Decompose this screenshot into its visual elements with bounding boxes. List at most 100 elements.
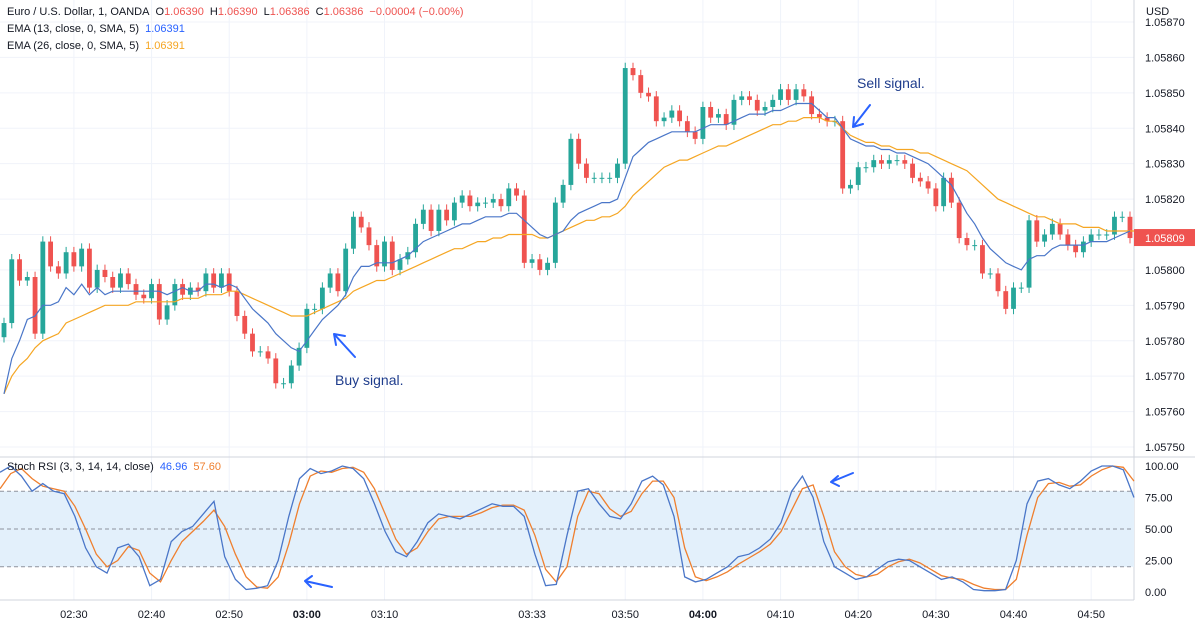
candle — [102, 264, 108, 283]
candle-body — [9, 259, 15, 324]
candle-body — [490, 199, 496, 203]
candle-body — [87, 248, 92, 288]
candle-body — [747, 96, 752, 100]
candle — [948, 172, 954, 208]
open-label: O — [155, 6, 165, 18]
sell-arrow-icon — [852, 104, 871, 128]
candle-body — [195, 287, 201, 292]
stoch-axis[interactable]: 100.00 75.00 50.00 25.00 0.00 — [1145, 461, 1179, 599]
price-tick-label: 1.05800 — [1145, 265, 1185, 277]
candle — [1042, 229, 1047, 247]
candle-body — [824, 117, 830, 122]
candle-body — [1073, 245, 1079, 253]
candle — [257, 346, 263, 357]
candle-body — [94, 269, 100, 288]
candle — [638, 69, 644, 99]
time-tick-label: 03:00 — [293, 609, 321, 621]
stoch-k-value: 46.96 — [159, 461, 188, 473]
candle-body — [840, 121, 846, 189]
candle-body — [420, 209, 426, 224]
candle — [506, 183, 512, 212]
candle-body — [1018, 287, 1024, 289]
candle — [692, 126, 698, 145]
stoch-legend[interactable]: Stoch RSI (3, 3, 14, 14, close) 46.96 57… — [7, 460, 224, 474]
candle — [24, 271, 30, 286]
candle-body — [1096, 234, 1102, 236]
candle — [1018, 282, 1024, 293]
candle-body — [71, 252, 77, 267]
candle — [770, 94, 776, 113]
candle-body — [343, 248, 349, 292]
stoch-d-line — [0, 465, 1135, 591]
candle — [1, 317, 7, 343]
candle — [801, 83, 807, 102]
candle-body — [910, 163, 915, 178]
candle — [630, 62, 636, 81]
candle-body — [816, 114, 822, 118]
candle — [133, 278, 139, 301]
candle — [265, 346, 271, 364]
candle-body — [622, 68, 628, 164]
candle — [459, 190, 465, 208]
candle-body — [436, 209, 442, 231]
candle — [351, 211, 356, 254]
candle-body — [327, 273, 333, 288]
candle — [894, 154, 900, 166]
candle — [824, 112, 830, 127]
stoch-tick-label: 25.00 — [1145, 556, 1173, 568]
candle — [467, 190, 473, 212]
candle-body — [599, 177, 605, 179]
candle — [886, 154, 892, 169]
candle-body — [172, 284, 178, 306]
candle-body — [1057, 223, 1063, 235]
candle-body — [855, 167, 861, 185]
candle — [747, 91, 752, 106]
candle-body — [1, 323, 7, 338]
time-tick-label: 03:33 — [518, 609, 546, 621]
high-label: H — [209, 6, 218, 18]
time-axis[interactable]: 02:30 02:40 02:50 03:00 03:10 03:33 03:50 04:00… — [60, 609, 1105, 621]
candle — [180, 278, 186, 301]
candle — [17, 253, 22, 286]
candle — [716, 108, 721, 123]
symbol-name[interactable]: Euro / U.S. Dollar, 1, OANDA — [7, 6, 150, 18]
candle-body — [995, 273, 1001, 292]
price-tick-label: 1.05820 — [1145, 194, 1185, 206]
candle-body — [871, 160, 877, 168]
candle-body — [1112, 216, 1117, 235]
candle-body — [366, 227, 372, 246]
ema13-legend[interactable]: EMA (13, close, 0, SMA, 5) 1.06391 — [7, 22, 188, 36]
candle-body — [723, 114, 729, 125]
candle — [653, 91, 659, 127]
candle-body — [521, 195, 527, 263]
ema13-value: 1.06391 — [145, 23, 185, 35]
candle — [980, 239, 985, 279]
candle-body — [545, 262, 550, 270]
candle — [32, 271, 38, 339]
time-tick-label: 04:20 — [844, 609, 872, 621]
candle-body — [141, 294, 147, 299]
candle-body — [956, 202, 962, 239]
candle — [793, 83, 799, 106]
candle-body — [809, 96, 815, 115]
ema26-legend[interactable]: EMA (26, close, 0, SMA, 5) 1.06391 — [7, 39, 188, 53]
candle-body — [265, 351, 271, 359]
candle-body — [358, 216, 364, 228]
candle-body — [1119, 216, 1125, 218]
candle — [110, 271, 116, 293]
candle — [87, 243, 92, 293]
close-value: 1.06386 — [323, 6, 364, 18]
candle-body — [397, 259, 403, 270]
candle-body — [110, 277, 116, 288]
candle — [933, 183, 939, 212]
candle — [288, 360, 294, 389]
candle-body — [219, 273, 224, 288]
candle — [1088, 229, 1094, 247]
candle — [1112, 211, 1117, 240]
candle-body — [568, 138, 574, 185]
candle — [250, 328, 255, 357]
candle — [304, 303, 310, 354]
candle-body — [63, 252, 69, 274]
candle-body — [257, 351, 263, 353]
candle-body — [684, 121, 690, 132]
